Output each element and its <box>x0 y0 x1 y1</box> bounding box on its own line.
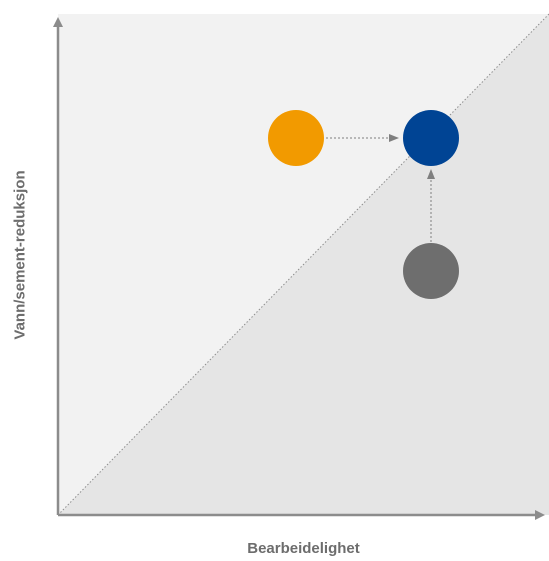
blue-point <box>403 110 459 166</box>
orange-point <box>268 110 324 166</box>
y-axis-title: Vann/sement-reduksjon <box>11 170 29 340</box>
y-axis-title-container: Vann/sement-reduksjon <box>8 0 32 561</box>
diagonal-line <box>57 13 549 516</box>
x-axis-title: Bearbeidelighet <box>247 540 360 557</box>
gray-point <box>403 243 459 299</box>
